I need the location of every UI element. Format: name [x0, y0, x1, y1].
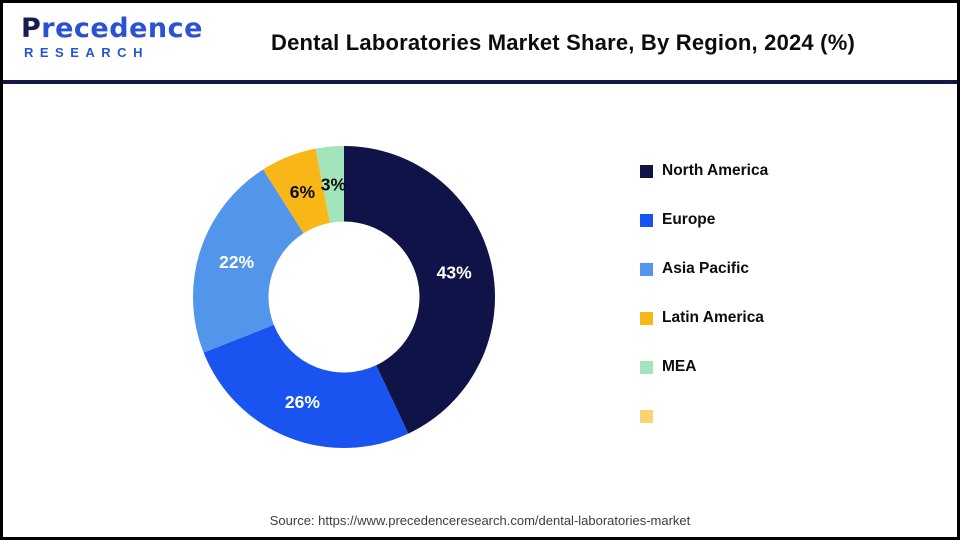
- donut-slice-latin-america: [263, 148, 330, 234]
- logo-brand-name: Precedence: [21, 15, 203, 42]
- logo-brand-rest: recedence: [41, 13, 203, 44]
- legend-item-north-america: North America: [640, 159, 768, 183]
- legend-item-unlabeled: [640, 404, 768, 428]
- legend-label: MEA: [662, 358, 697, 375]
- legend-item-mea: MEA: [640, 355, 768, 379]
- slice-value-label-europe: 26%: [285, 392, 320, 412]
- slice-value-label-latin-america: 6%: [290, 182, 316, 202]
- slice-value-label-mea: 3%: [321, 175, 347, 195]
- legend-swatch-icon: [640, 311, 653, 325]
- slice-value-label-north-america: 43%: [437, 262, 472, 282]
- logo-brand-first-letter: P: [21, 13, 42, 44]
- donut-slice-mea: [315, 146, 344, 223]
- source-note: Source: https://www.precedenceresearch.c…: [269, 513, 691, 528]
- chart-legend: North America Europe Asia Pacific Latin Ame…: [640, 159, 768, 428]
- donut-chart: 43% 26% 22% 6% 3%: [192, 146, 495, 449]
- header: Precedence RESEARCH Dental Laboratories …: [3, 3, 957, 84]
- donut-slice-asia-pacific: [192, 169, 304, 353]
- logo-brand-subtitle: RESEARCH: [24, 45, 149, 60]
- legend-swatch-icon: [640, 164, 653, 178]
- donut-slice-europe: [203, 324, 409, 449]
- donut-slice-north-america: [344, 146, 495, 434]
- precedence-research-logo: Precedence RESEARCH: [21, 15, 203, 59]
- legend-label: Latin America: [662, 309, 764, 326]
- legend-swatch-icon: [640, 262, 653, 276]
- legend-label: Asia Pacific: [662, 260, 750, 277]
- legend-item-asia-pacific: Asia Pacific: [640, 257, 768, 281]
- legend-swatch-icon: [640, 213, 653, 227]
- legend-label: North America: [662, 162, 769, 179]
- slice-value-label-asia-pacific: 22%: [219, 252, 254, 272]
- legend-item-latin-america: Latin America: [640, 306, 768, 330]
- chart-title: Dental Laboratories Market Share, By Reg…: [271, 30, 855, 55]
- legend-swatch-icon: [640, 409, 653, 423]
- legend-item-europe: Europe: [640, 208, 768, 232]
- legend-swatch-icon: [640, 360, 653, 374]
- legend-label: Europe: [662, 211, 716, 228]
